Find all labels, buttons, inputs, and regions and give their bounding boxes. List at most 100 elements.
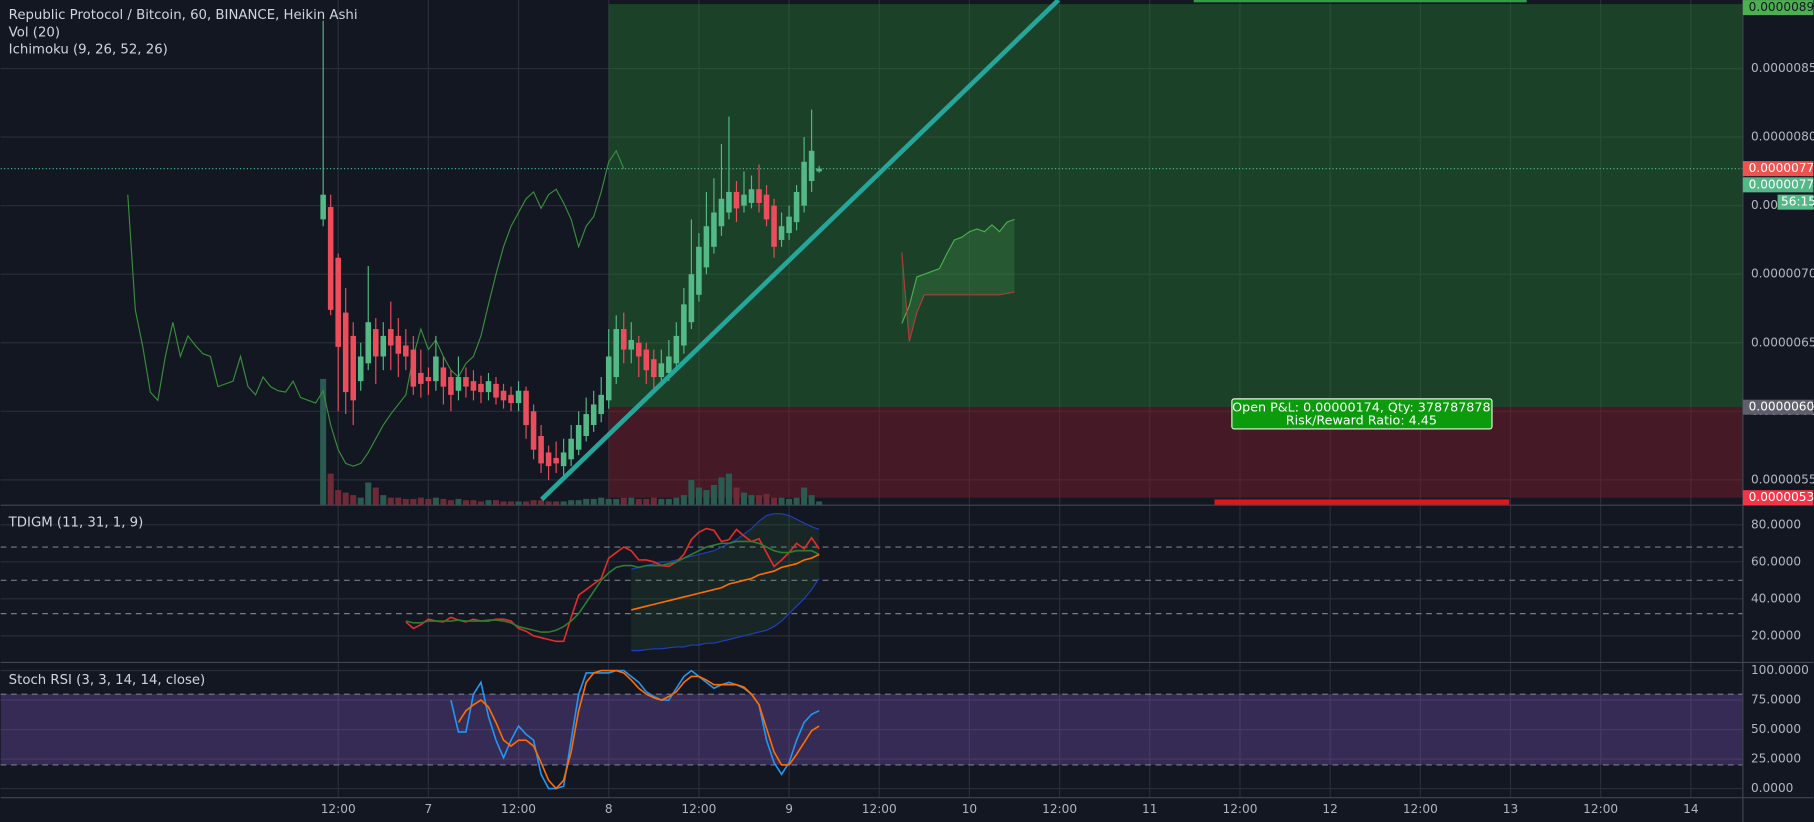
y-tick-label: 0.00000650 <box>1751 335 1814 349</box>
volume-bar <box>538 500 545 506</box>
candle-body <box>335 257 341 347</box>
volume-bar <box>650 497 657 506</box>
candle-body <box>793 191 800 223</box>
volume-bar <box>786 498 793 506</box>
y-tick-label: 40.0000 <box>1751 591 1801 605</box>
indicator-title: Stoch RSI (3, 3, 14, 14, close) <box>9 673 206 688</box>
candle-body <box>403 345 409 357</box>
volume-bar <box>447 500 454 506</box>
ichimoku-cloud <box>901 219 1015 342</box>
candle-body <box>628 340 635 350</box>
volume-bar <box>410 498 417 506</box>
volume-bar <box>816 501 823 506</box>
volume-bar <box>635 498 642 506</box>
x-tick-label: 12:00 <box>681 802 716 816</box>
volume-bar <box>583 498 590 506</box>
candle-body <box>613 329 620 378</box>
candle-body <box>651 359 657 378</box>
candle-body <box>455 377 462 391</box>
upper-band <box>631 513 820 570</box>
volume-bar <box>598 497 605 506</box>
candle-body <box>666 356 672 373</box>
volume-bar <box>808 495 815 506</box>
volume-bar <box>748 495 755 506</box>
volume-bar <box>402 498 409 506</box>
indicator-line <box>631 553 820 611</box>
x-tick-label: 12:00 <box>321 802 356 816</box>
level-fill <box>0 694 1743 765</box>
volume-bar <box>395 497 402 506</box>
candle-body <box>816 168 822 172</box>
candle-body <box>771 205 777 247</box>
volume-bar <box>342 492 349 506</box>
candle-body <box>673 335 680 364</box>
volume-bar <box>643 498 650 506</box>
volume-bar <box>477 501 484 506</box>
stoch-pane <box>0 669 1743 790</box>
candle-body <box>523 390 529 426</box>
y-tick-label: 20.0000 <box>1751 628 1801 642</box>
y-tick-label: 100.0000 <box>1751 663 1809 677</box>
chart-title: Republic Protocol / Bitcoin, 60, BINANCE… <box>9 8 358 23</box>
candle-body <box>463 377 469 387</box>
x-tick-label: 12:00 <box>1403 802 1438 816</box>
volume-bar <box>455 498 462 506</box>
y-tick-label: 0.00000550 <box>1751 472 1814 486</box>
volume-bar <box>725 473 732 506</box>
x-tick-label: 10 <box>962 802 977 816</box>
volume-bar <box>733 487 740 506</box>
volume-bar <box>688 479 695 506</box>
indicator-title: Ichimoku (9, 26, 52, 26) <box>9 43 168 58</box>
countdown-bg <box>1777 194 1814 210</box>
volume-bar <box>801 487 808 506</box>
countdown: 56:15 <box>1781 195 1814 209</box>
y-tick-label: 75.0000 <box>1751 693 1801 707</box>
volume-bar <box>718 477 725 506</box>
stop-handle <box>1214 499 1510 506</box>
volume-bar <box>470 500 477 506</box>
stop-price-label: 0.00000537 <box>1749 490 1814 504</box>
y-tick-label: 60.0000 <box>1751 554 1801 568</box>
entry-price-label: 0.00000603 <box>1749 400 1814 414</box>
candle-body <box>786 216 792 234</box>
candle-body <box>372 329 379 357</box>
candle-body <box>357 356 364 382</box>
axes: 12:00 7 12:00 8 12:00 9 12:00 10 12:00 11 12:00 12 1… <box>321 0 1814 816</box>
x-tick-label: 8 <box>605 802 613 816</box>
candle-body <box>575 425 582 450</box>
candle-body <box>801 161 807 206</box>
volume-bar <box>515 501 522 506</box>
indicator-line <box>405 527 820 643</box>
candle-body <box>808 150 815 181</box>
candle-body <box>778 226 785 240</box>
candle-body <box>425 377 432 382</box>
candle-body <box>365 322 372 364</box>
candle-body <box>388 329 394 346</box>
x-tick-label: 12:00 <box>862 802 897 816</box>
volume-bar <box>568 500 575 506</box>
indicator-line <box>405 540 820 633</box>
tdigm-pane <box>0 513 1743 652</box>
volume-bar <box>560 501 567 506</box>
candle-body <box>500 390 507 401</box>
indicator-line <box>457 669 820 790</box>
candle-body <box>395 335 402 354</box>
volume-bar <box>327 473 334 506</box>
stop-price-label-bg <box>1742 490 1814 506</box>
candle-body <box>320 194 326 220</box>
volume-bar <box>440 498 447 506</box>
candle-body <box>658 363 665 378</box>
x-tick-label: 12:00 <box>501 802 536 816</box>
candle-body <box>605 356 612 401</box>
volume-bar <box>695 487 702 506</box>
volume-bar <box>545 501 552 506</box>
candle-body <box>508 394 514 404</box>
indicator-title: Vol (20) <box>9 25 60 40</box>
candle-body <box>620 329 627 350</box>
close-price-label: 0.00000777 <box>1749 177 1814 191</box>
candle-body <box>342 312 349 393</box>
entry-price-label-bg <box>1742 399 1814 415</box>
volume-bar <box>590 498 597 506</box>
